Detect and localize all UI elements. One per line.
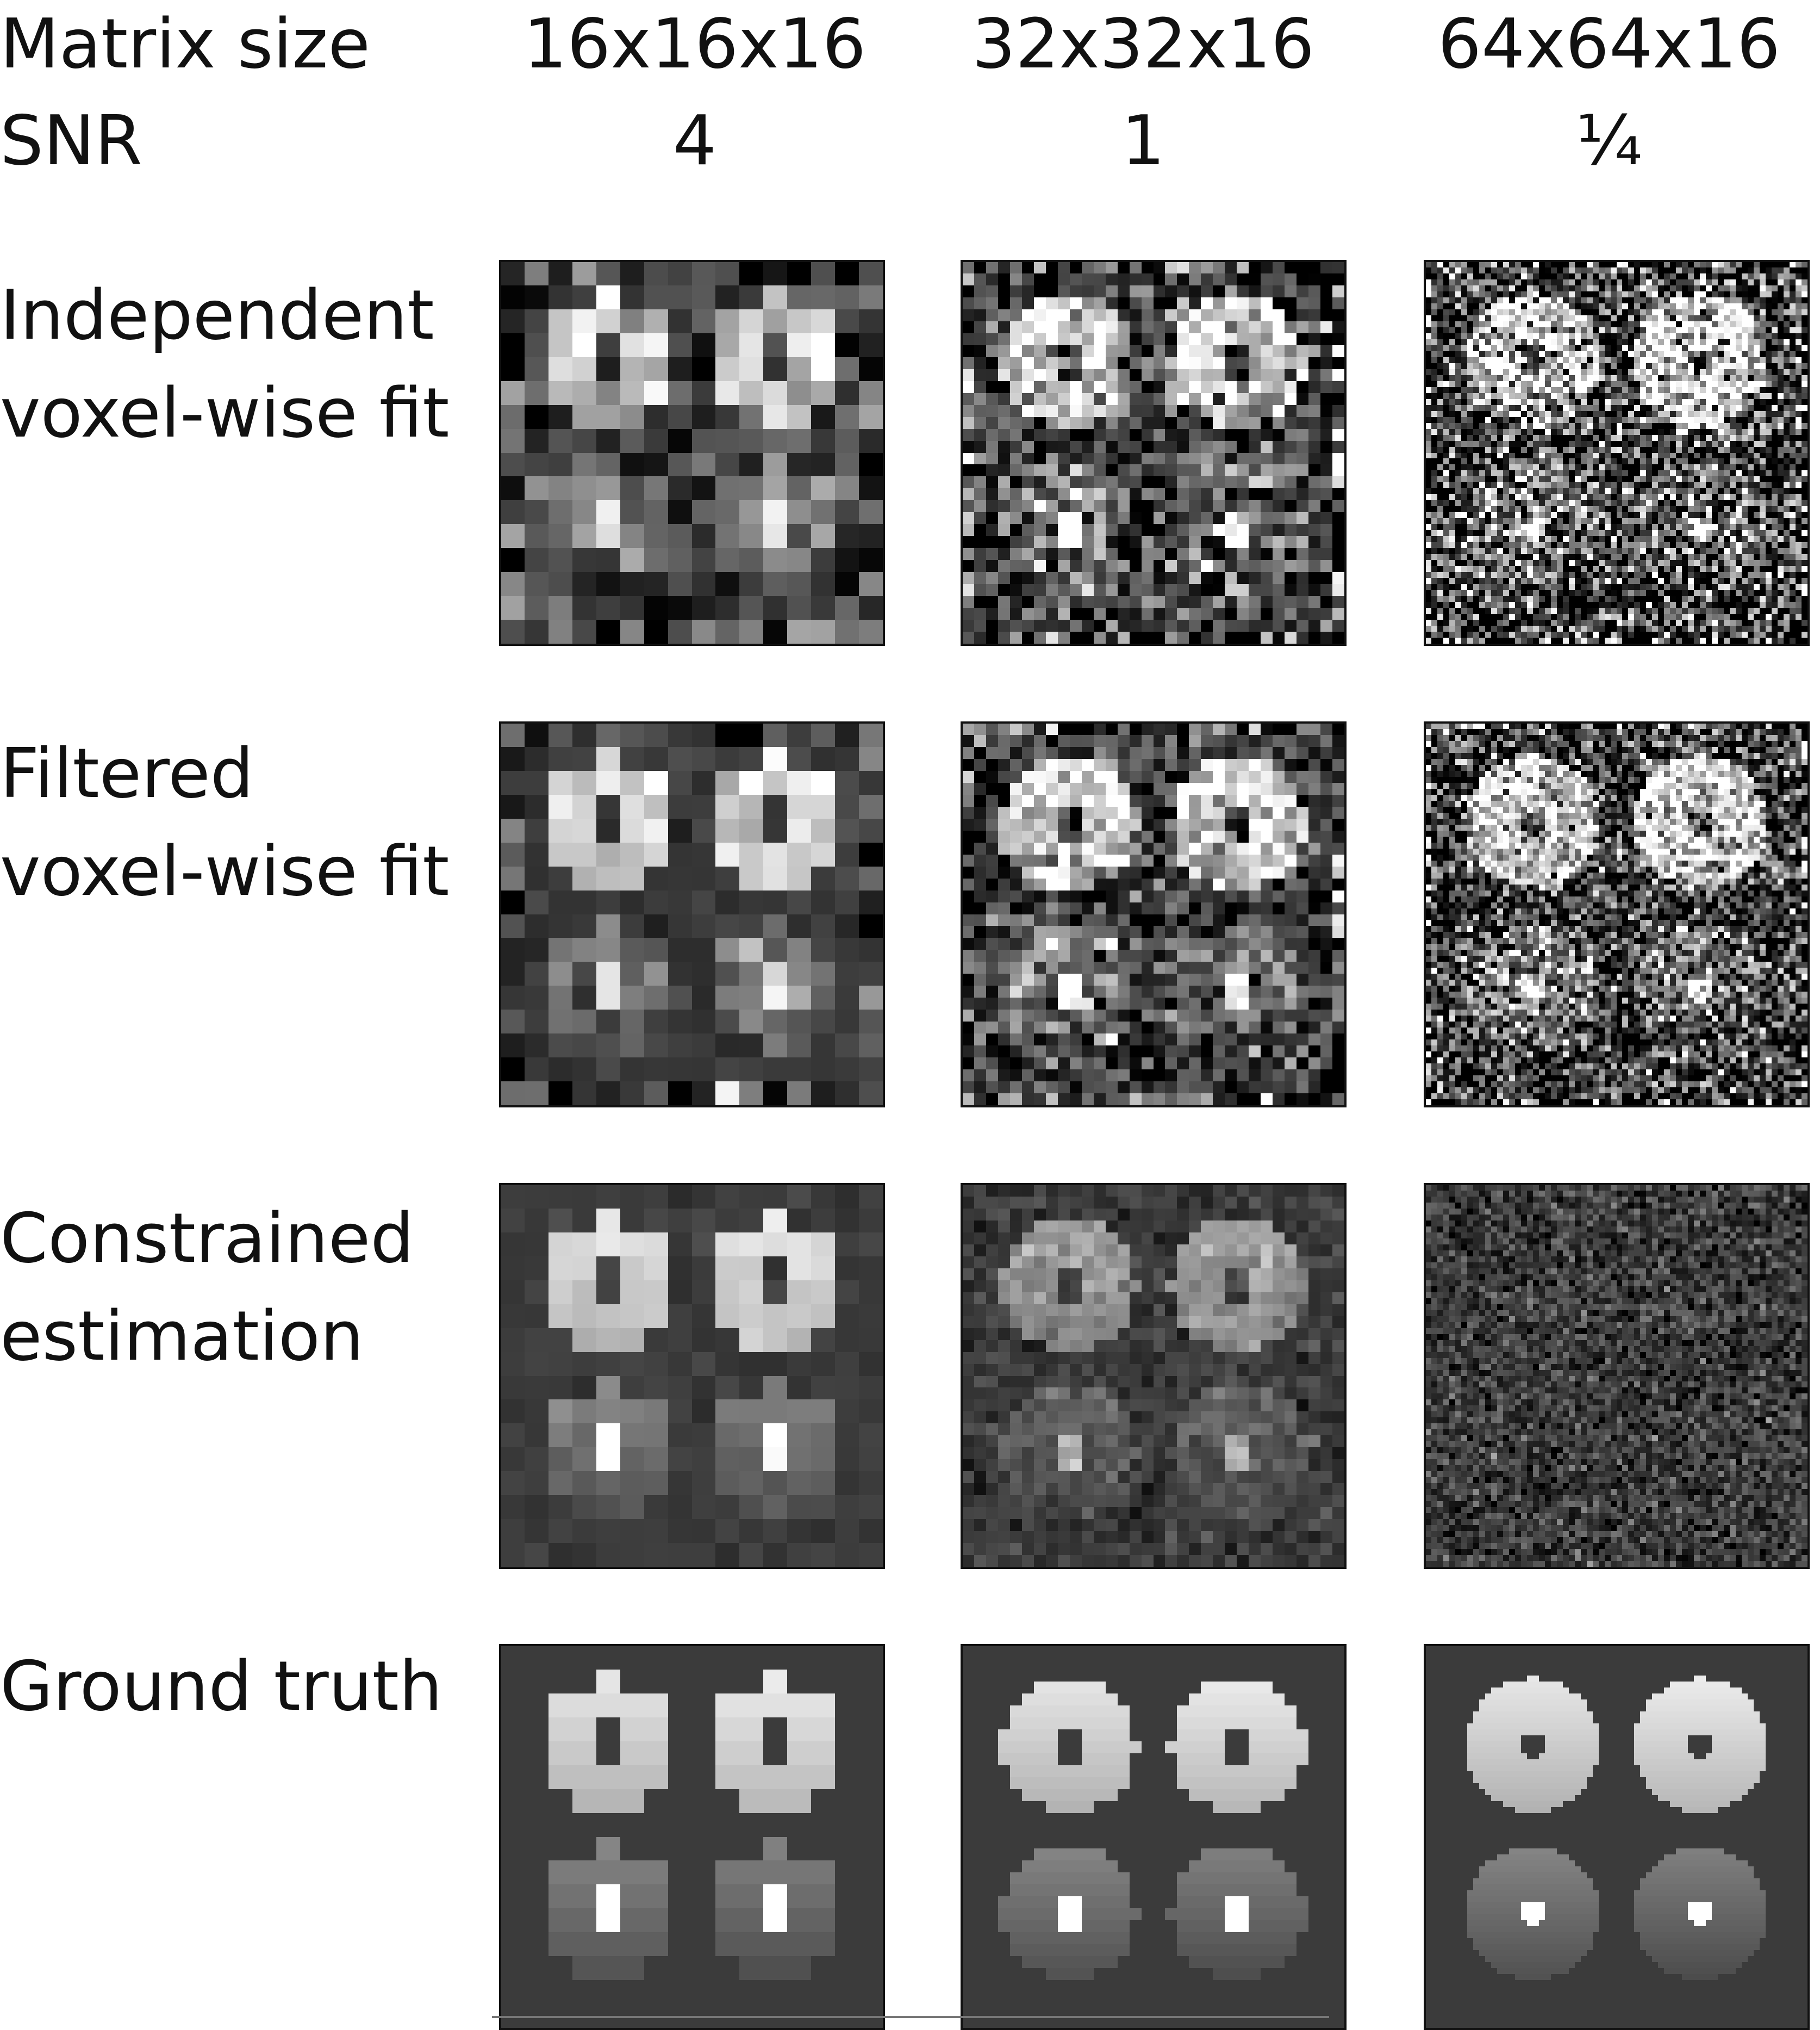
image-panel (961, 260, 1347, 646)
row-label-line1: Filtered (0, 733, 254, 813)
image-panel (1424, 1644, 1810, 2030)
row-label-filtered: Filtered voxel-wise fit (0, 725, 450, 920)
row-label-line2: voxel-wise fit (0, 831, 450, 911)
image-panel (499, 1183, 885, 1569)
column-header-matrix-2: 32x32x16 (971, 4, 1315, 84)
image-panel (961, 721, 1347, 1107)
row-label-ground-truth: Ground truth (0, 1637, 442, 1735)
image-panel (499, 260, 885, 646)
image-panel (499, 1644, 885, 2030)
row-label-line1: Constrained (0, 1198, 414, 1278)
column-header-matrix-1: 16x16x16 (523, 4, 867, 84)
image-panel (1424, 721, 1810, 1107)
row-label-constrained: Constrained estimation (0, 1190, 414, 1385)
image-panel (1424, 1183, 1810, 1569)
column-header-matrix-3: 64x64x16 (1437, 4, 1781, 84)
matrix-size-label: Matrix size (0, 4, 371, 84)
row-label-line2: voxel-wise fit (0, 373, 450, 453)
row-label-line1: Independent (0, 275, 434, 355)
row-label-independent: Independent voxel-wise fit (0, 266, 450, 462)
column-header-snr-3: ¼ (1575, 101, 1643, 180)
image-panel (961, 1183, 1347, 1569)
image-panel (961, 1644, 1347, 2030)
row-label-line1: Ground truth (0, 1646, 442, 1726)
snr-label: SNR (0, 101, 142, 180)
row-label-line2: estimation (0, 1296, 364, 1376)
column-header-snr-1: 4 (672, 101, 717, 180)
bottom-divider (492, 2016, 1329, 2018)
column-header-snr-2: 1 (1121, 101, 1165, 180)
image-panel (1424, 260, 1810, 646)
image-panel (499, 721, 885, 1107)
